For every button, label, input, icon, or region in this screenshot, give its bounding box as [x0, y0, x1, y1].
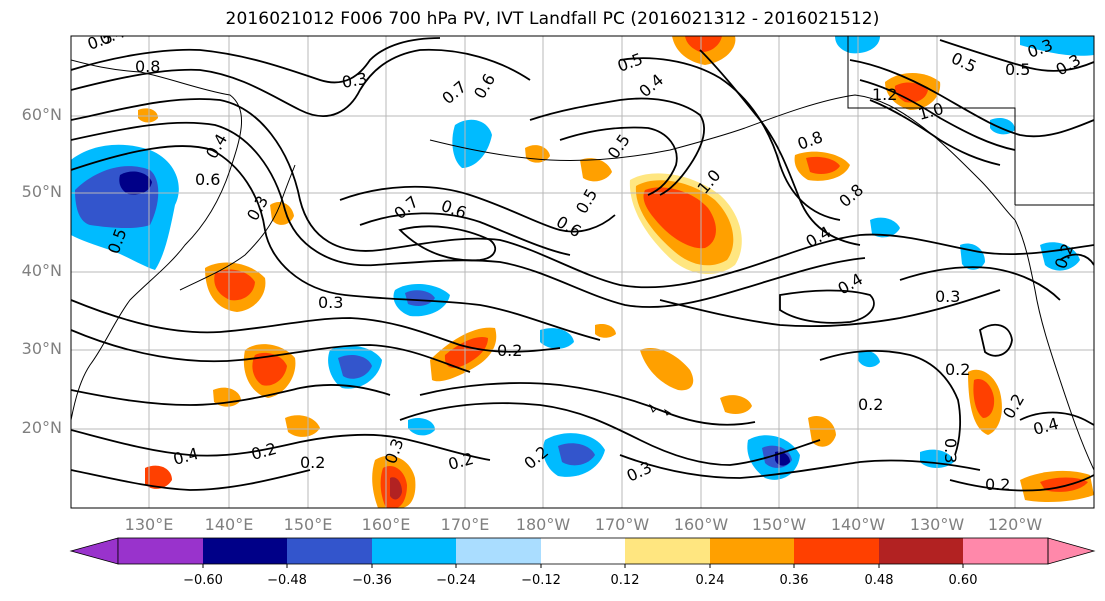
- lat-label: 30°N: [21, 339, 62, 358]
- lat-label: 60°N: [21, 105, 62, 124]
- negative-anomaly-small-4: [990, 118, 1015, 135]
- pv-contours: [71, 37, 1094, 492]
- asia-coast: [71, 59, 243, 421]
- pv-shading: [71, 36, 1094, 508]
- colorbar: [69, 537, 1096, 568]
- negative-anomaly-nw-pacific: [452, 119, 492, 168]
- lon-label: 170°E: [440, 515, 490, 534]
- positive-anomaly-n-central-core: [806, 156, 840, 174]
- contour-label: 1.2: [872, 85, 897, 104]
- positive-anomaly-central-core: [643, 187, 716, 249]
- colorbar-tick-label: −0.36: [352, 573, 392, 588]
- contour-label: 0.2: [985, 475, 1010, 494]
- negative-anomaly-small-1: [858, 350, 880, 368]
- colorbar-tick-label: −0.12: [521, 573, 561, 588]
- negative-anomaly-south-core: [558, 443, 595, 466]
- positive-anomaly-sm-10: [595, 324, 616, 338]
- lat-label: 20°N: [21, 418, 62, 437]
- positive-anomaly-sm-1: [640, 348, 694, 391]
- colorbar-segment: [710, 538, 794, 564]
- chart-title: 2016021012 F006 700 hPa PV, IVT Landfall…: [225, 9, 880, 29]
- lat-label: 50°N: [21, 182, 62, 201]
- negative-anomaly-mid-1-core: [405, 290, 435, 306]
- alaska-coast: [744, 94, 1016, 221]
- positive-anomaly-sm-4: [580, 158, 612, 182]
- negative-anomaly-ne-2: [1020, 36, 1094, 56]
- positive-anomaly-sw: [145, 465, 172, 489]
- colorbar-tick-label: −0.24: [436, 573, 476, 588]
- negative-anomaly-e: [870, 217, 900, 238]
- lon-label: 130°W: [909, 515, 965, 534]
- negative-anomaly-small-3: [540, 328, 574, 349]
- contour-label: 0.3: [340, 69, 368, 92]
- alaska-border: [847, 36, 1016, 205]
- colorbar-segment: [203, 538, 287, 564]
- lon-label: 180°W: [515, 515, 571, 534]
- contour-label: 0.3: [318, 293, 343, 312]
- colorbar-tick-label: −0.48: [267, 573, 307, 588]
- lon-label: 140°E: [204, 515, 254, 534]
- lon-label: 140°W: [830, 515, 886, 534]
- colorbar-segment: [118, 538, 203, 564]
- positive-anomaly-sm-8: [285, 415, 320, 437]
- contour-label: 0.2: [497, 341, 522, 360]
- negative-anomaly-small-2: [408, 418, 435, 436]
- positive-anomaly-sm-9: [138, 108, 158, 123]
- lat-label: 40°N: [21, 261, 62, 280]
- colorbar-segment: [625, 538, 710, 564]
- lon-label: 160°W: [673, 515, 729, 534]
- contour-label: 0.5: [1005, 60, 1030, 79]
- positive-anomaly-mid-band-core: [444, 336, 488, 368]
- contour-label: 0.3: [941, 438, 960, 463]
- colorbar-high-extension: [1047, 537, 1096, 565]
- colorbar-segment: [963, 538, 1048, 564]
- lon-label: 150°E: [283, 515, 333, 534]
- contour-label: 0.2: [300, 453, 325, 472]
- colorbar-tick-label: 0.36: [779, 573, 809, 588]
- colorbar-segment: [287, 538, 372, 564]
- colorbar-segment: [372, 538, 456, 564]
- colorbar-segment: [456, 538, 541, 564]
- positive-anomaly-sm-2: [808, 415, 836, 447]
- positive-anomaly-japan-core: [214, 269, 255, 301]
- contour-label: 0.2: [945, 360, 970, 379]
- colorbar-segment: [794, 538, 879, 564]
- lon-label: 150°W: [751, 515, 807, 534]
- colorbar-segment: [541, 538, 625, 564]
- lon-label: 170°W: [594, 515, 650, 534]
- colorbar-tick-label: 0.24: [695, 573, 725, 588]
- positive-anomaly-west-2-core: [252, 352, 287, 386]
- negative-anomaly-west-center: [119, 171, 152, 195]
- positive-anomaly-south-center: [390, 477, 402, 500]
- positive-anomaly-top-core: [685, 36, 722, 53]
- positive-anomaly-e-coast-core: [973, 379, 995, 418]
- colorbar-tick-label: 0.48: [864, 573, 894, 588]
- contour-label: 0.8: [135, 57, 160, 76]
- negative-anomaly-mid-2-core: [338, 354, 372, 379]
- lon-label: 130°E: [124, 515, 174, 534]
- contour-label: 0.6: [195, 170, 220, 189]
- map-area: 0.5 0.4 0.8 0.3 0.7 0.6 0.5 0.4 0.5 0.3 …: [71, 36, 1094, 508]
- colorbar-tick-label: 0.12: [610, 573, 640, 588]
- colorbar-tick-label: −0.60: [183, 573, 223, 588]
- japan-coast: [179, 164, 296, 291]
- colorbar-segment: [879, 538, 963, 564]
- colorbar-low-extension: [69, 537, 119, 565]
- colorbar-tick-label: 0.60: [948, 573, 978, 588]
- contour-label: 0.2: [858, 395, 883, 414]
- map-frame: [70, 35, 1095, 509]
- positive-anomaly-sm-3: [720, 395, 752, 414]
- contour-label: 0.3: [935, 287, 960, 306]
- lon-label: 160°E: [361, 515, 411, 534]
- lon-label: 120°W: [987, 515, 1043, 534]
- na-west-coast: [1014, 219, 1094, 471]
